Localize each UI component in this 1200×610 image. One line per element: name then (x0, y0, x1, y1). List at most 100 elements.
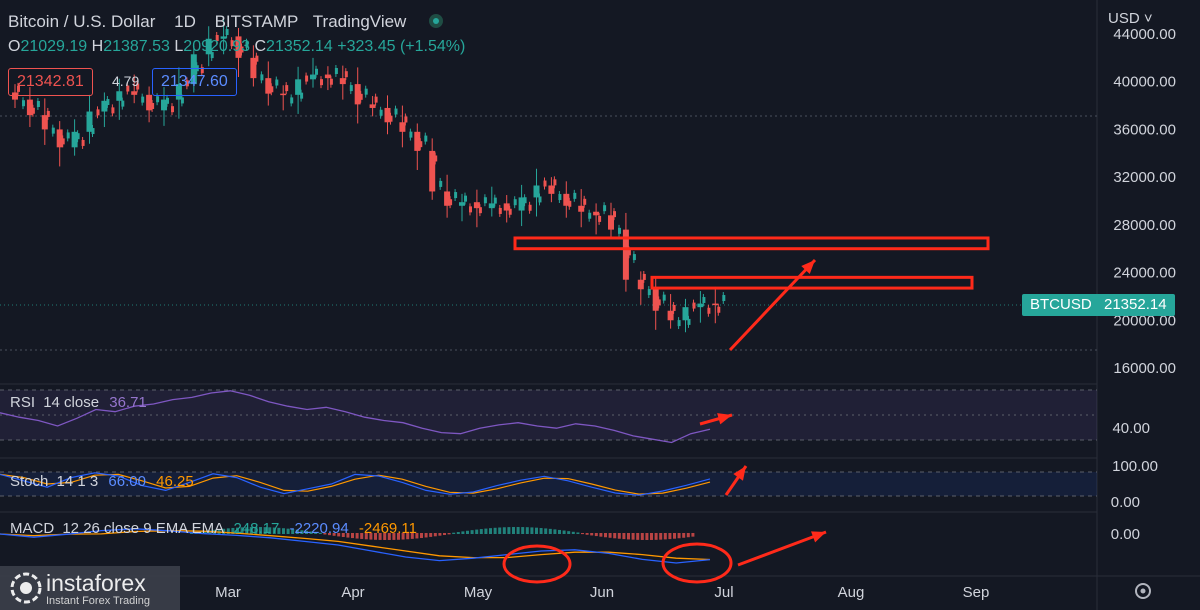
candle-body (200, 67, 204, 74)
macd-histogram-bar (479, 529, 483, 534)
macd-histogram-bar (259, 527, 262, 534)
macd-histogram-bar (484, 528, 488, 534)
price-tick-label: 40000.00 (1113, 74, 1176, 91)
candle-body (583, 198, 587, 205)
candle-body (339, 78, 346, 85)
candle-body (677, 320, 681, 327)
candle-body (245, 41, 249, 48)
macd-histogram-bar (613, 533, 617, 539)
candle-body (76, 133, 80, 140)
macd-histogram-bar (535, 527, 538, 534)
candle-body (488, 203, 495, 209)
candle-body (712, 303, 719, 306)
macd-histogram-bar (567, 531, 571, 534)
candle-body (384, 107, 391, 123)
candle-body (315, 68, 318, 75)
candle-body (349, 85, 353, 92)
close-value: 21352.14 (266, 38, 333, 55)
candle-body (513, 199, 517, 206)
candle-body (156, 96, 160, 103)
instaforex-logo-icon (10, 572, 42, 604)
macd-histogram-bar (236, 527, 239, 534)
open-value: 21029.19 (20, 38, 88, 55)
macd-histogram-bar (470, 530, 474, 534)
macd-histogram-bar (323, 533, 327, 535)
macd-histogram-bar (406, 533, 410, 540)
annotation-arrowhead (801, 260, 815, 275)
candle-body (637, 279, 644, 290)
candle-body (250, 57, 257, 79)
macd-histogram-bar (203, 531, 207, 534)
annotation-arrowhead (733, 466, 746, 481)
candle-body (608, 215, 614, 230)
candle-body (17, 85, 20, 92)
macd-histogram-bar (351, 533, 354, 539)
interval[interactable]: 1D (174, 12, 196, 31)
macd-legend[interactable]: MACD 12 26 close 9 EMA EMA 248.17 -2220.… (10, 520, 417, 537)
macd-histogram-bar (410, 533, 414, 539)
stoch-pane (0, 471, 1097, 497)
candle-body (151, 102, 155, 109)
platform: TradingView (312, 12, 407, 31)
candle-body (31, 107, 35, 114)
macd-histogram-bar (456, 532, 460, 534)
macd-histogram-bar (378, 533, 382, 540)
macd-histogram-bar (594, 533, 598, 537)
candle-body (66, 132, 70, 139)
macd-histogram-bar (346, 533, 350, 538)
price-tick-label: 36000.00 (1113, 121, 1176, 138)
rsi-legend[interactable]: RSI 14 close 36.71 (10, 394, 147, 411)
candle-body (146, 94, 153, 111)
currency-menu[interactable]: USD ˅ (1108, 10, 1153, 27)
candle-body (329, 78, 333, 85)
rsi-line (0, 390, 711, 444)
macd-histogram-bar (263, 527, 267, 534)
time-tick-label: Jun (590, 584, 614, 601)
rsi-axis-label: 40.00 (1112, 420, 1150, 437)
rsi-pane (0, 389, 1097, 444)
candle-body (136, 83, 140, 90)
sell-button[interactable]: 21342.81 (8, 68, 93, 96)
time-tick-label: May (464, 584, 493, 601)
macd-histogram-bar (498, 527, 502, 534)
candle-body (459, 202, 465, 206)
candle-body (404, 116, 408, 123)
candle-body (493, 197, 497, 204)
market-status-icon[interactable] (429, 14, 444, 28)
candle-body (672, 304, 676, 311)
macd-histogram-bar (461, 531, 465, 534)
stoch-d-line (0, 473, 711, 495)
candle-body (483, 197, 487, 204)
candles (12, 19, 726, 333)
macd-histogram-bar (443, 533, 446, 536)
candle-body (61, 138, 65, 145)
stoch-legend[interactable]: Stoch 14 1 3 66.00 46.25 (10, 473, 194, 490)
candle-body (588, 212, 592, 219)
buy-button[interactable]: 21347.60 (152, 68, 237, 96)
annotation-arrow (728, 258, 817, 352)
candle-body (424, 135, 428, 142)
candle-body (508, 208, 512, 215)
macd-histogram-bar (300, 530, 304, 534)
candle-body (185, 80, 189, 87)
candle-body (51, 127, 55, 134)
macd-histogram-bar (654, 533, 658, 540)
macd-axis-label: 0.00 (1111, 526, 1140, 543)
macd-histogram-bar (502, 527, 506, 534)
candle-body (618, 227, 621, 234)
high-value: 21387.53 (103, 38, 170, 55)
gear-icon[interactable] (1135, 583, 1151, 599)
candle-body (310, 74, 316, 80)
macd-histogram-bar (631, 533, 635, 540)
candle-body (81, 139, 85, 146)
candle-body (389, 115, 393, 122)
resistance-zone-box (513, 236, 990, 251)
candle-body (478, 207, 482, 214)
candle-body (235, 36, 242, 58)
price-tick-label: 24000.00 (1113, 265, 1176, 282)
macd-histogram-bar (539, 528, 543, 534)
candle-body (131, 91, 138, 95)
candle-body (603, 205, 607, 212)
candle-body (702, 297, 706, 304)
